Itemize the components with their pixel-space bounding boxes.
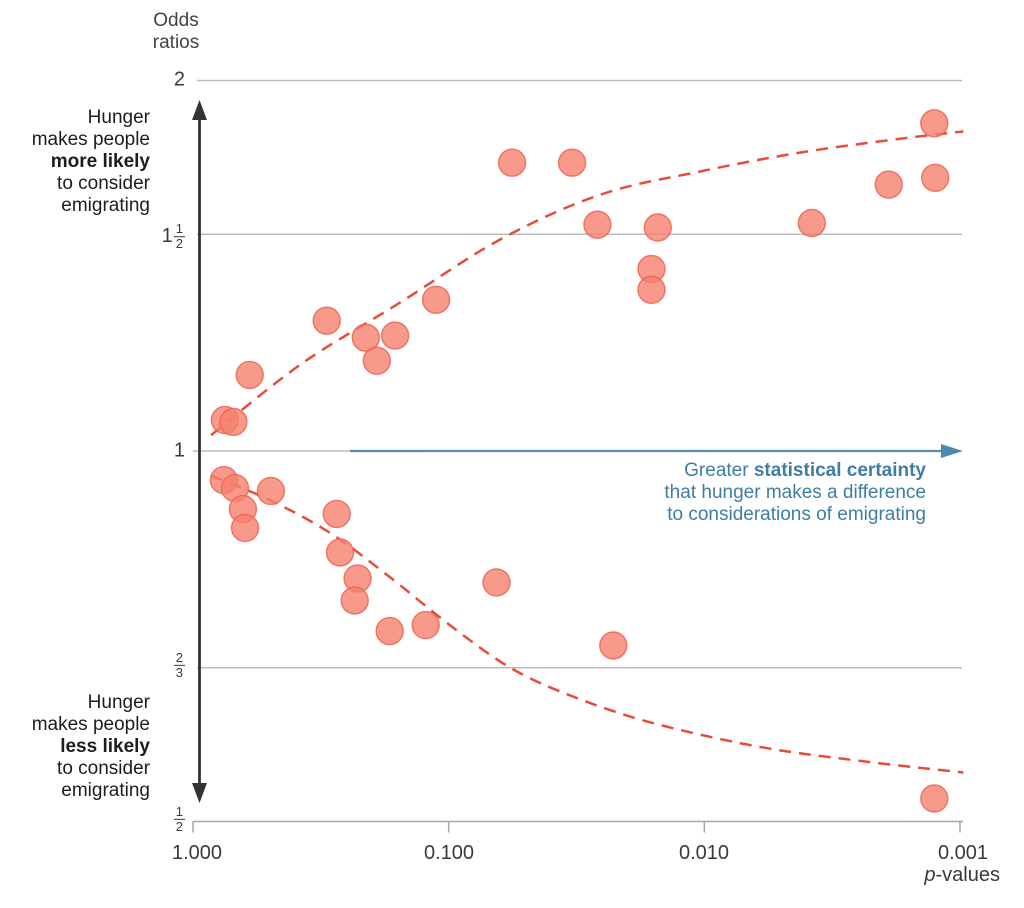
- annotation-line: that hunger makes a difference: [664, 482, 926, 503]
- data-point: [421, 285, 451, 314]
- data-point: [643, 213, 672, 242]
- data-point: [230, 513, 260, 543]
- data-point: [411, 610, 440, 640]
- data-point: [482, 568, 511, 597]
- annotation-line-bold: less likely: [60, 736, 150, 757]
- arrow-down-icon: [192, 783, 207, 803]
- data-point: [637, 275, 666, 304]
- data-point: [351, 323, 380, 352]
- annotation-line: Hunger: [87, 692, 150, 713]
- data-point: [235, 360, 264, 390]
- annotation-line: to consider: [57, 173, 150, 194]
- y-tick-1-label: 1: [173, 439, 185, 462]
- data-point: [920, 784, 949, 813]
- annotation-line: to consider: [57, 758, 150, 779]
- annotation-line: makes people: [31, 714, 150, 735]
- annotation-statistical-certainty: Greater statistical certainty that hunge…: [664, 460, 926, 526]
- annotation-text: Greater: [684, 460, 754, 481]
- data-point: [557, 148, 587, 177]
- trend-upper-curve: [210, 130, 964, 437]
- annotation-line: makes people: [31, 129, 150, 150]
- data-point: [599, 631, 628, 660]
- y-tick-2: 2: [174, 69, 185, 92]
- arrow-up-icon: [192, 100, 207, 120]
- data-point: [921, 163, 950, 193]
- fraction-numerator: 1: [173, 221, 185, 238]
- data-point: [340, 586, 369, 615]
- data-point: [312, 306, 341, 335]
- y-tick-2-label: 2: [173, 68, 185, 91]
- x-axis-title: p-values: [924, 864, 1000, 887]
- annotation-line: Hunger: [87, 107, 150, 128]
- data-point: [219, 407, 248, 437]
- annotation-line-bold: more likely: [50, 151, 150, 172]
- annotation-line: Greater statistical certainty: [664, 460, 926, 482]
- data-point: [325, 538, 355, 567]
- y-axis-title-line1: Odds: [153, 10, 199, 31]
- fraction-numerator: 2: [173, 649, 185, 667]
- annotation-line: emigrating: [61, 780, 150, 801]
- data-point: [375, 616, 404, 646]
- fraction-denominator: 2: [175, 236, 183, 252]
- annotation-more-likely: Hunger makes people more likely to consi…: [0, 107, 150, 217]
- x-tick-0100: 0.100: [423, 842, 475, 864]
- annotation-text-bold: statistical certainty: [753, 460, 926, 481]
- data-point: [874, 170, 903, 199]
- y-tick-1: 1: [174, 440, 185, 463]
- x-axis-title-rest: -values: [935, 864, 1000, 886]
- x-axis-title-p: p: [924, 864, 936, 886]
- data-point: [380, 321, 410, 350]
- data-point: [497, 148, 527, 177]
- fraction-denominator: 2: [175, 819, 183, 835]
- data-point: [322, 499, 351, 529]
- annotation-line: emigrating: [61, 195, 150, 216]
- certainty-arrow-head-icon: [941, 444, 963, 458]
- data-point: [920, 109, 949, 138]
- x-tick-1000: 1.000: [171, 842, 223, 864]
- annotation-line: to considerations of emigrating: [667, 504, 926, 525]
- data-point: [362, 346, 391, 375]
- y-axis-title: Odds ratios: [136, 10, 216, 54]
- y-axis-title-line2: ratios: [152, 32, 200, 53]
- fraction-denominator: 3: [175, 665, 183, 681]
- y-tick-1-1-2-whole: 1: [161, 225, 173, 248]
- data-point: [797, 208, 826, 238]
- x-tick-0001: 0.001: [937, 842, 989, 864]
- annotation-less-likely: Hunger makes people less likely to consi…: [0, 692, 150, 802]
- x-tick-0010: 0.010: [678, 842, 730, 864]
- trend-lower-curve: [210, 474, 964, 774]
- data-point: [583, 210, 612, 239]
- fraction-numerator: 1: [173, 803, 185, 821]
- data-point: [256, 476, 286, 506]
